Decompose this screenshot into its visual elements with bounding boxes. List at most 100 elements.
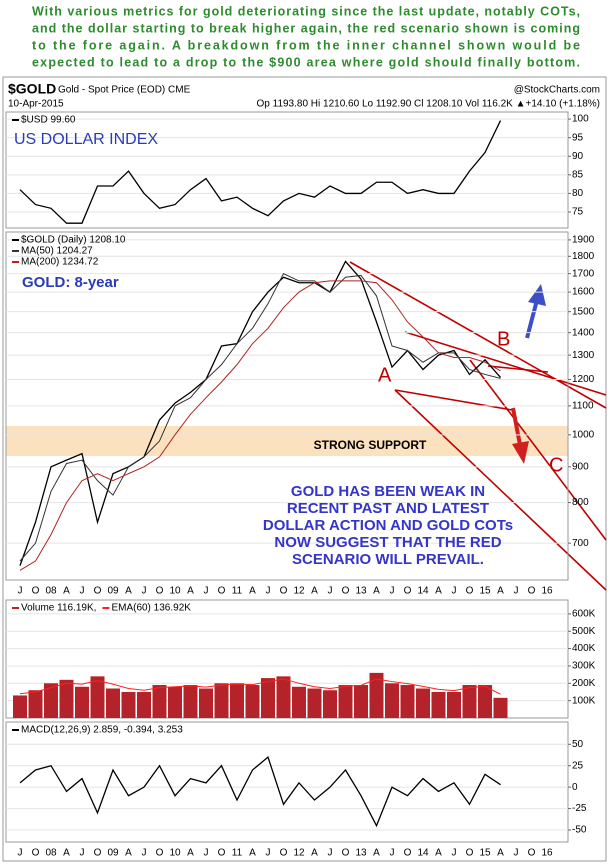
x-tick-label: O (94, 586, 102, 597)
y-tick-label: 1600 (572, 287, 595, 298)
x-tick-label: J (266, 586, 271, 597)
y-tick-label: -25 (572, 803, 587, 814)
series-line (19, 756, 501, 828)
x-tick-label: 12 (293, 586, 305, 597)
volume-bar (416, 688, 430, 718)
volume-bar (261, 678, 275, 718)
y-tick-label: 1300 (572, 350, 595, 361)
series-line (19, 120, 502, 224)
x-tick-label: O (156, 848, 164, 859)
support-band (6, 426, 568, 456)
y-tick-label: 25 (572, 760, 584, 771)
volume-bar (385, 683, 399, 718)
volume-bar (354, 685, 368, 718)
y-tick-label: 700 (572, 538, 589, 549)
x-tick-label: 10 (169, 848, 181, 859)
y-tick-label: 1200 (572, 374, 595, 385)
y-tick-label: 100K (572, 695, 596, 706)
x-tick-label: J (266, 848, 271, 859)
x-tick-label: 09 (107, 848, 119, 859)
panel-title: US DOLLAR INDEX (14, 131, 158, 148)
volume-bar (168, 686, 182, 718)
trendline (394, 389, 513, 411)
trendlines (349, 261, 607, 591)
x-tick-label: O (156, 586, 164, 597)
intro-line: to the fore again. A breakdown from the … (32, 38, 580, 52)
x-tick-label: 12 (293, 848, 305, 859)
series-line (19, 280, 501, 571)
x-tick-label: A (497, 848, 504, 859)
trendline (349, 261, 607, 409)
intro-line: and the dollar starting to break higher … (32, 21, 580, 35)
volume-bar (493, 697, 508, 718)
volume-bar (137, 691, 151, 718)
volume-bar (75, 686, 89, 718)
volume-bar (28, 690, 43, 718)
x-tick-label: J (142, 848, 147, 859)
x-tick-label: J (514, 586, 519, 597)
x-tick-label: O (466, 848, 474, 859)
volume-bar (199, 688, 213, 718)
trendline (487, 365, 549, 373)
trendline (469, 359, 607, 541)
volume-bar (59, 679, 74, 718)
volume-bar (245, 685, 260, 718)
x-tick-label: 11 (232, 848, 243, 859)
volume-bar (307, 688, 322, 718)
x-tick-label: 10 (169, 586, 181, 597)
x-tick-label: A (435, 848, 442, 859)
y-tick-label: 200K (572, 678, 596, 689)
y-tick-label: 0 (572, 782, 578, 793)
volume-bar (44, 683, 58, 718)
x-tick-label: A (435, 586, 442, 597)
y-tick-label: 500K (572, 626, 596, 637)
x-tick-label: A (63, 586, 70, 597)
volume-bar (106, 688, 120, 718)
x-tick-label: A (311, 586, 318, 597)
x-tick-label: J (18, 586, 23, 597)
x-tick-label: O (466, 586, 474, 597)
x-tick-label: 16 (541, 848, 553, 859)
x-tick-label: J (204, 586, 209, 597)
y-tick-label: 400K (572, 643, 596, 654)
chart-title: Gold - Spot Price (EOD) CME (58, 85, 191, 96)
x-tick-label: 13 (355, 586, 367, 597)
x-tick-label: J (142, 586, 147, 597)
x-tick-label: 08 (45, 586, 57, 597)
quote: Op 1193.80 Hi 1210.60 Lo 1192.90 Cl 1208… (257, 99, 601, 110)
legend-label: MA(200) 1234.72 (21, 257, 99, 268)
x-tick-label: 11 (232, 586, 243, 597)
x-tick-label: O (32, 586, 40, 597)
x-tick-label: 15 (479, 848, 491, 859)
x-tick-label: J (452, 586, 457, 597)
panel-title: GOLD: 8-year (22, 274, 119, 291)
volume-bar (462, 685, 477, 718)
legend-label: MA(50) 1204.27 (21, 246, 93, 257)
x-tick-label: O (32, 848, 40, 859)
x-tick-label: 09 (107, 586, 119, 597)
x-tick-label: O (280, 586, 288, 597)
volume-bar (369, 672, 384, 718)
y-tick-label: 1500 (572, 306, 595, 317)
volume-bar (292, 686, 306, 718)
x-tick-label: A (249, 586, 256, 597)
x-tick-label: O (94, 848, 102, 859)
volume-bar (90, 676, 105, 718)
x-tick-label: O (404, 848, 412, 859)
volume-bar (121, 691, 136, 718)
note-line: SCENARIO WILL PREVAIL. (292, 551, 484, 568)
x-tick-label: O (528, 848, 536, 859)
intro-line: With various metrics for gold deteriorat… (32, 4, 580, 18)
series-line (19, 678, 501, 695)
down-arrow-head (512, 441, 529, 464)
x-tick-label: J (204, 848, 209, 859)
intro-line: expected to lead to a drop to the $900 a… (32, 55, 580, 69)
x-tick-label: J (452, 848, 457, 859)
y-tick-label: 1700 (572, 268, 595, 279)
y-tick-label: 95 (572, 132, 584, 143)
note-line: DOLLAR ACTION AND GOLD COTs (263, 517, 513, 534)
x-tick-label: J (18, 848, 23, 859)
trendline (394, 389, 607, 591)
date: 10-Apr-2015 (8, 99, 64, 110)
x-tick-label: A (373, 586, 380, 597)
